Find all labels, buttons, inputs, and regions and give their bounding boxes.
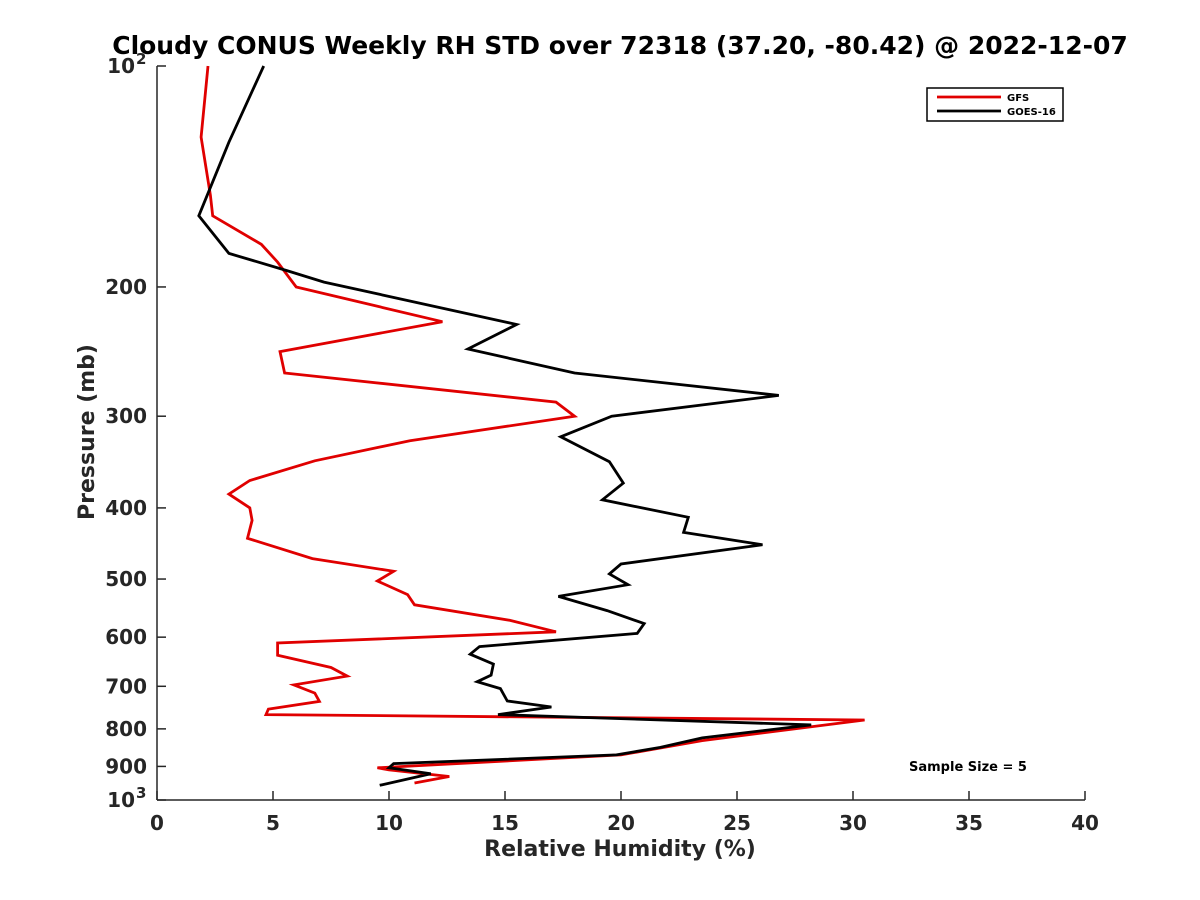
legend-label-gfs: GFS (1007, 93, 1029, 104)
x-tick-label: 15 (491, 811, 519, 835)
x-tick-label: 20 (607, 811, 635, 835)
x-tick-label: 30 (839, 811, 867, 835)
x-axis-label: Relative Humidity (%) (484, 837, 756, 862)
legend-label-goes-16: GOES-16 (1007, 107, 1056, 118)
y-tick-label: 900 (105, 754, 147, 778)
y-tick-label: 200 (105, 275, 147, 299)
y-tick-label: 400 (105, 496, 147, 520)
y-tick-exponent: 3 (136, 784, 146, 802)
series-line-goes-16 (197, 65, 812, 787)
y-tick-label: 800 (105, 717, 147, 741)
y-tick-label: 600 (105, 625, 147, 649)
y-tick-label: 500 (105, 567, 147, 591)
y-tick-exponent: 2 (136, 50, 146, 68)
x-tick-label: 0 (150, 811, 164, 835)
legend-box (926, 87, 1064, 122)
y-axis-label: Pressure (mb) (75, 344, 100, 520)
sample-size-annotation: Sample Size = 5 (909, 760, 1027, 775)
x-tick-label: 25 (723, 811, 751, 835)
series-line-gfs (199, 65, 865, 785)
y-tick-label: 300 (105, 404, 147, 428)
y-tick-label: 700 (105, 674, 147, 698)
y-tick-label: 10 (107, 54, 135, 78)
x-tick-label: 40 (1071, 811, 1099, 835)
legend[interactable]: GFS GOES-16 (926, 87, 1064, 122)
chart-title: Cloudy CONUS Weekly RH STD over 72318 (3… (112, 31, 1128, 60)
x-tick-label: 5 (266, 811, 280, 835)
y-tick-label: 10 (107, 788, 135, 812)
x-tick-label: 35 (955, 811, 983, 835)
x-tick-label: 10 (375, 811, 403, 835)
series-layer (197, 65, 865, 787)
